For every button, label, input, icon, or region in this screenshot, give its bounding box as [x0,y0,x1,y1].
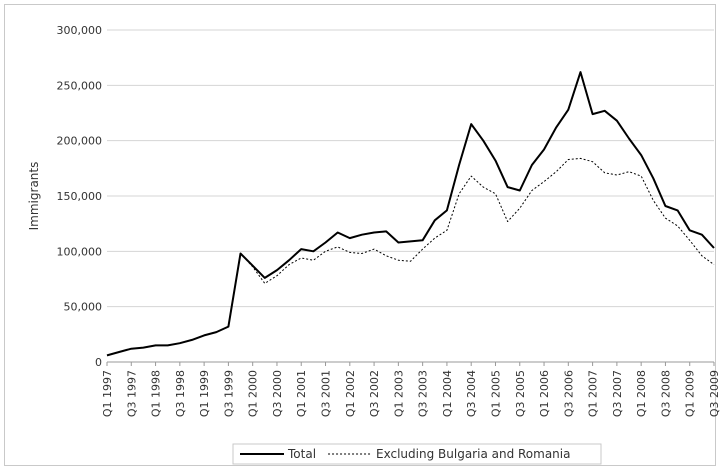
x-tick-label: Q3 2007 [611,370,624,417]
x-tick-label: Q1 2006 [538,370,551,417]
x-tick-label: Q1 2002 [344,370,357,417]
y-tick-label: 200,000 [57,135,103,148]
x-tick-label: Q1 2001 [295,370,308,417]
x-tick-label: Q3 2009 [708,370,721,417]
x-tick-label: Q3 2006 [562,370,575,417]
y-axis-label: Immigrants [27,162,41,231]
x-tick-label: Q3 2003 [417,370,430,417]
x-tick-label: Q1 2005 [489,370,502,417]
x-tick-label: Q3 2008 [659,370,672,417]
x-tick-label: Q3 2004 [465,370,478,417]
legend-box [232,443,602,465]
x-tick-label: Q1 2004 [441,370,454,417]
series-line-total [106,71,715,357]
x-tick-label: Q3 1998 [174,370,187,417]
series-line-excluding [106,157,715,356]
x-tick-label: Q3 2005 [514,370,527,417]
legend-label: Total [287,447,316,461]
y-tick-label: 0 [95,356,102,369]
x-tick-label: Q1 1998 [150,370,163,417]
x-tick-label: Q3 2001 [320,370,333,417]
y-tick-label: 150,000 [57,190,103,203]
y-tick-label: 250,000 [57,79,103,92]
x-tick-label: Q1 1999 [198,370,211,417]
x-tick-label: Q3 2002 [368,370,381,417]
legend-label: Excluding Bulgaria and Romania [376,447,570,461]
x-tick-label: Q3 2000 [271,370,284,417]
x-tick-label: Q3 1997 [125,370,138,417]
x-tick-label: Q1 2007 [587,370,600,417]
y-tick-label: 300,000 [57,24,103,37]
x-tick-label: Q3 1999 [222,370,235,417]
x-tick-label: Q1 1997 [101,370,114,417]
y-tick-label: 50,000 [64,301,103,314]
x-tick-label: Q1 2003 [392,370,405,417]
x-tick-label: Q1 2009 [684,370,697,417]
x-tick-label: Q1 2000 [247,370,260,417]
y-tick-label: 100,000 [57,245,103,258]
x-tick-label: Q1 2008 [635,370,648,417]
